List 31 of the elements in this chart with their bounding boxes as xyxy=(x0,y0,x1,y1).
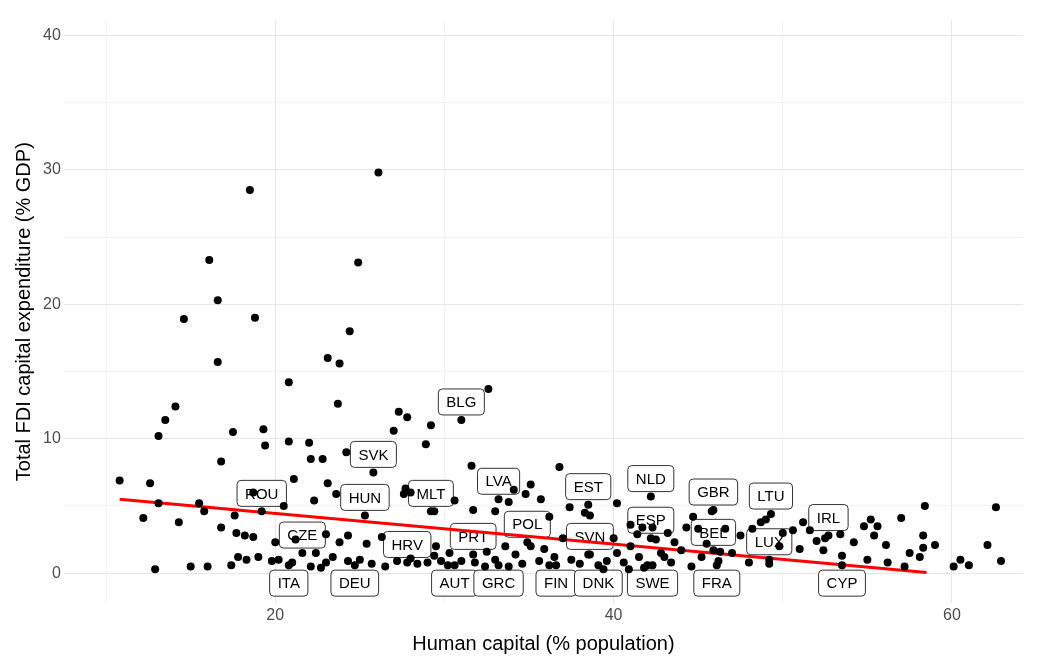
annotation: DEU xyxy=(338,574,371,592)
annotation: DNK xyxy=(582,574,615,592)
annotation: FRA xyxy=(701,574,732,592)
x-axis-title: Human capital (% population) xyxy=(412,631,675,654)
annotation: SVK xyxy=(358,445,389,463)
annotation: GBR xyxy=(697,483,730,501)
annotation: NLD xyxy=(635,469,666,487)
annotation: IRL xyxy=(816,508,841,526)
y-tick-label: 30 xyxy=(43,160,61,178)
y-tick-label: 10 xyxy=(43,429,61,447)
x-tick-label: 60 xyxy=(943,605,961,623)
annotation: SWE xyxy=(635,574,670,592)
annotation: HRV xyxy=(391,535,423,553)
annotation: AUT xyxy=(439,574,470,592)
y-tick-label: 0 xyxy=(51,563,61,581)
annotation: EST xyxy=(573,477,603,495)
y-tick-label: 40 xyxy=(43,25,61,43)
annotation: BLG xyxy=(446,393,477,411)
annotation: GRC xyxy=(481,574,516,592)
annotation: LVA xyxy=(485,472,512,490)
annotation: HUN xyxy=(348,488,382,506)
annotation: ITA xyxy=(277,574,300,592)
annotation: CYP xyxy=(826,574,858,592)
y-tick-label: 20 xyxy=(43,294,61,312)
annotation: FIN xyxy=(544,574,569,592)
y-axis-title: Total FDI capital expenditure (% GDP) xyxy=(11,142,34,482)
annotation: POL xyxy=(512,515,543,533)
annotation: MLT xyxy=(416,484,446,502)
x-tick-label: 40 xyxy=(604,605,623,623)
annotation: LTU xyxy=(757,487,785,505)
x-tick-label: 20 xyxy=(266,605,285,623)
